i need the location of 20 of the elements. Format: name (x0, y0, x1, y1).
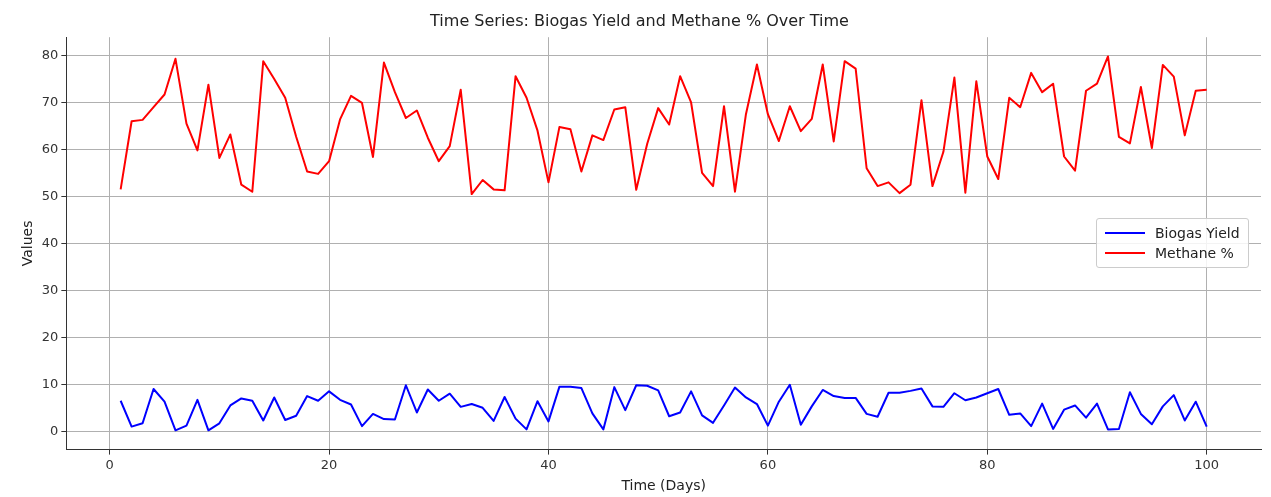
x-tick-label: 60 (759, 456, 777, 472)
y-tick-label: 60 (41, 140, 59, 156)
x-tick-label: 80 (979, 456, 996, 472)
y-tick-label: 50 (41, 187, 59, 203)
chart-title: Time Series: Biogas Yield and Methane % Over Time (429, 10, 849, 30)
y-tick-label: 40 (41, 234, 59, 250)
y-tick-label: 0 (50, 422, 59, 438)
y-tick-label: 70 (41, 93, 59, 109)
x-axis-title: Time (Days) (620, 477, 706, 494)
y-tick-label: 30 (41, 281, 59, 297)
x-tick-label: 40 (540, 456, 557, 472)
x-tick-label: 0 (105, 456, 114, 472)
y-tick-label: 80 (41, 46, 59, 62)
y-tick-label: 10 (41, 375, 59, 391)
legend-label: Methane % (1155, 244, 1234, 264)
y-axis-title: Values (19, 220, 36, 267)
x-tick-label: 100 (1194, 456, 1220, 472)
legend-label: Biogas Yield (1155, 224, 1240, 244)
x-tick-label: 20 (320, 456, 338, 472)
y-tick-label: 20 (41, 328, 59, 344)
